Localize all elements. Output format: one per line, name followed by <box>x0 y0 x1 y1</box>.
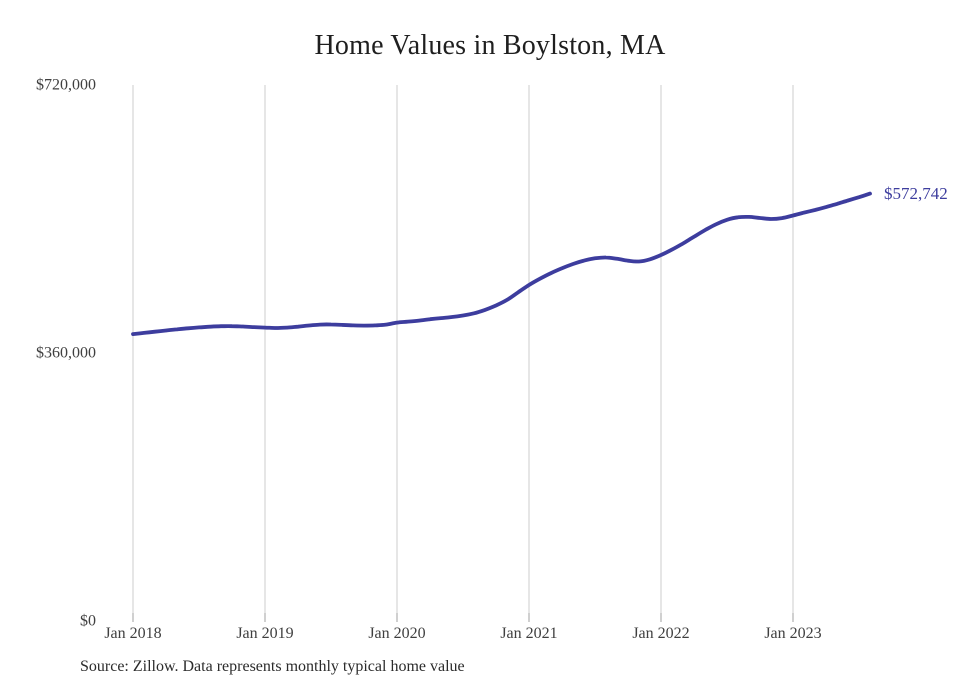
x-tick-label: Jan 2023 <box>764 625 821 642</box>
y-tick-label: $720,000 <box>36 77 96 94</box>
x-tick-label: Jan 2022 <box>632 625 689 642</box>
y-tick-label: $0 <box>80 613 96 630</box>
end-value-label: $572,742 <box>884 184 948 203</box>
x-tick-label: Jan 2021 <box>500 625 557 642</box>
chart-title: Home Values in Boylston, MA <box>314 30 666 61</box>
x-tick-label: Jan 2018 <box>104 625 161 642</box>
source-note: Source: Zillow. Data represents monthly … <box>80 658 465 675</box>
x-tick-label: Jan 2020 <box>368 625 425 642</box>
chart-line <box>131 191 872 336</box>
y-tick-label: $360,000 <box>36 345 96 362</box>
x-tick-label: Jan 2019 <box>236 625 293 642</box>
